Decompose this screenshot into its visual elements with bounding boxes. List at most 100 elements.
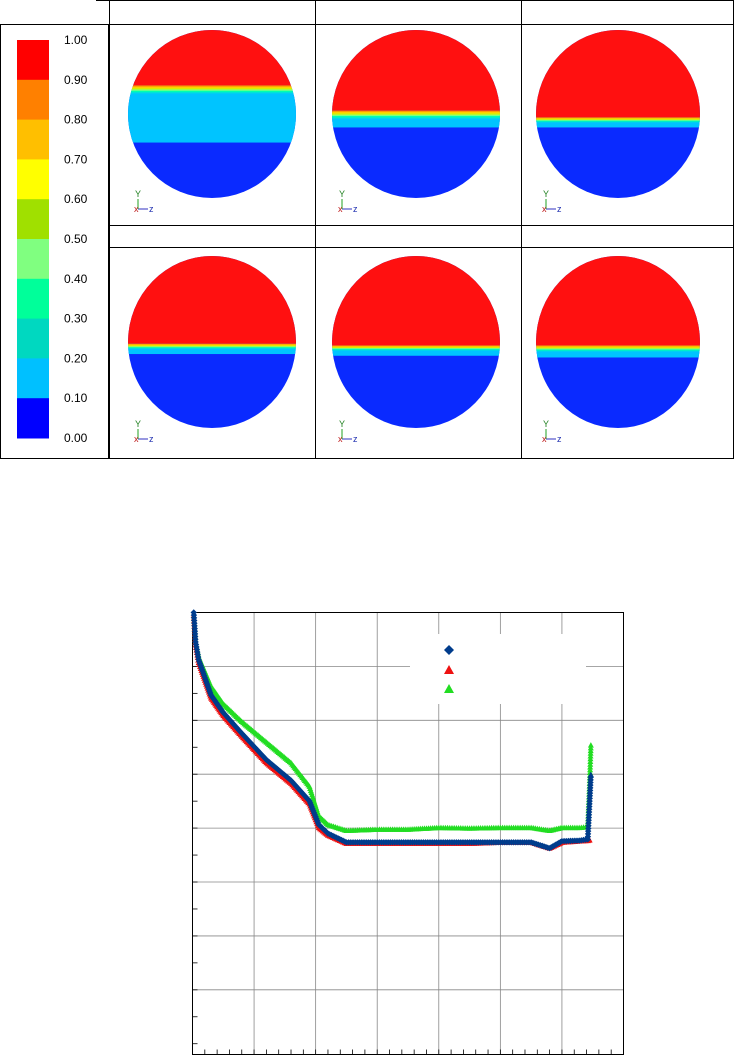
contour-transition-band xyxy=(536,351,700,358)
legend-box xyxy=(410,634,586,704)
axis-glyph-x-label: x xyxy=(542,204,547,214)
axis-glyph-y-label: Y xyxy=(543,189,549,199)
contour-region-high xyxy=(536,256,700,346)
colorbar-band xyxy=(17,358,49,399)
colorbar-tick-label: 0.80 xyxy=(64,113,88,127)
legend-marker xyxy=(444,645,454,655)
axis-glyph-x-label: x xyxy=(542,434,547,444)
axis-glyph-z-label: z xyxy=(353,434,358,444)
snapshot-3: Yx z xyxy=(536,30,700,214)
contour-region-high xyxy=(332,30,500,111)
colorbar-tick-label: 0.40 xyxy=(64,272,88,286)
data-point xyxy=(587,771,594,778)
colorbar-frame xyxy=(0,24,109,459)
axis-glyph-z-label: z xyxy=(557,204,562,214)
contour-transition-band xyxy=(128,347,296,349)
snapshot-grid xyxy=(109,0,734,459)
contour-transition-band xyxy=(128,88,296,90)
snapshot-2: Yx z xyxy=(332,30,500,214)
contour-transition-band xyxy=(332,110,500,113)
snapshot-6: Yx z xyxy=(536,256,700,444)
contour-transition-band xyxy=(128,85,296,88)
colorbar-band xyxy=(17,239,49,280)
legend xyxy=(444,645,454,693)
contour-transition-band xyxy=(128,348,296,355)
contour-transition-band xyxy=(128,89,296,92)
contour-transition-band xyxy=(332,350,500,356)
colorbar-tick-label: 0.10 xyxy=(64,391,88,405)
colorbar-tick-label: 0.00 xyxy=(64,431,88,445)
chart-marks xyxy=(190,609,594,852)
colorbar-band xyxy=(17,199,49,240)
contour-transition-band xyxy=(536,347,700,349)
contour-transition-band xyxy=(536,119,700,121)
axis-glyph-z-label: z xyxy=(149,434,154,444)
colorbar-tick-label: 0.20 xyxy=(64,351,88,365)
colorbar-band xyxy=(17,159,49,200)
contour-transition-band xyxy=(128,92,296,94)
contour-transition-band xyxy=(128,344,296,346)
axis-glyph-x-label: x xyxy=(134,204,139,214)
colorbar-tick-label: 0.70 xyxy=(64,152,88,166)
contour-transition-band xyxy=(536,350,700,352)
colorbar-labels: 1.00 0.90 0.80 0.70 0.60 0.50 0.40 0.30 0.20 0.10… xyxy=(64,33,88,445)
series-1 xyxy=(190,609,594,852)
colorbar-band xyxy=(17,398,49,439)
contour-transition-band xyxy=(536,121,700,123)
colorbar-tick-label: 0.60 xyxy=(64,192,88,206)
contour-region-high xyxy=(128,30,296,86)
axis-glyph-x-label: x xyxy=(338,434,343,444)
data-point xyxy=(587,742,594,748)
snapshot-5: Yx z xyxy=(332,256,500,444)
contour-transition-band xyxy=(536,345,700,347)
axis-glyph-y-label: Y xyxy=(135,189,141,199)
contour-transition-band xyxy=(332,113,500,116)
axis-glyph-x-label: x xyxy=(338,204,343,214)
colorbar-band xyxy=(17,119,49,160)
axis-glyph-z-label: z xyxy=(353,204,358,214)
snapshot-4: Yx z xyxy=(128,256,296,444)
contour-transition-band xyxy=(536,120,700,122)
contour-region-high xyxy=(128,256,296,344)
contour-transition-band xyxy=(536,346,700,348)
contour-transition-band xyxy=(128,348,296,350)
colorbar-tick-label: 1.00 xyxy=(64,33,88,47)
contour-transition-band xyxy=(332,118,500,128)
contour-transition-band xyxy=(536,118,700,120)
contour-transition-band xyxy=(536,348,700,350)
contour-transition-band xyxy=(332,347,500,349)
colorbar-band xyxy=(17,40,49,81)
axis-glyph-z-label: z xyxy=(557,434,562,444)
contour-transition-band xyxy=(536,349,700,351)
contour-transition-band xyxy=(536,122,700,128)
scatter-chart xyxy=(190,609,624,1055)
contour-region-high xyxy=(332,256,500,346)
legend-marker xyxy=(444,665,454,674)
colorbar-band xyxy=(17,79,49,121)
colorbar-tick-label: 0.30 xyxy=(64,312,88,326)
legend-marker xyxy=(444,684,454,693)
contour-transition-band xyxy=(128,90,296,93)
contour-transition-band xyxy=(332,348,500,351)
plot-area-frame xyxy=(192,612,624,1055)
contour-transition-band xyxy=(128,343,296,345)
contour-transition-band xyxy=(332,114,500,117)
colorbar-band xyxy=(17,278,49,320)
colorbar-band xyxy=(17,318,49,359)
contour-transition-band xyxy=(332,349,500,351)
contour-transition-band xyxy=(332,345,500,347)
contour-transition-band xyxy=(332,346,500,348)
colorbar-tick-label: 0.50 xyxy=(64,232,88,246)
snapshot-1: Yx z xyxy=(128,30,296,214)
axis-glyph-y-label: Y xyxy=(339,189,345,199)
contour-transition-band xyxy=(332,348,500,350)
contour-transition-band xyxy=(128,93,296,143)
contour-transition-band xyxy=(536,117,700,119)
colorbar-tick-label: 0.90 xyxy=(64,73,88,87)
axis-glyph-y-label: Y xyxy=(135,419,141,429)
contour-transition-band xyxy=(536,119,700,122)
snapshot-contours: Yx zYx zYx zYx zYx zYx z xyxy=(128,30,700,444)
colorbar xyxy=(17,40,49,439)
contour-region-high xyxy=(536,30,700,118)
contour-transition-band xyxy=(332,115,500,118)
